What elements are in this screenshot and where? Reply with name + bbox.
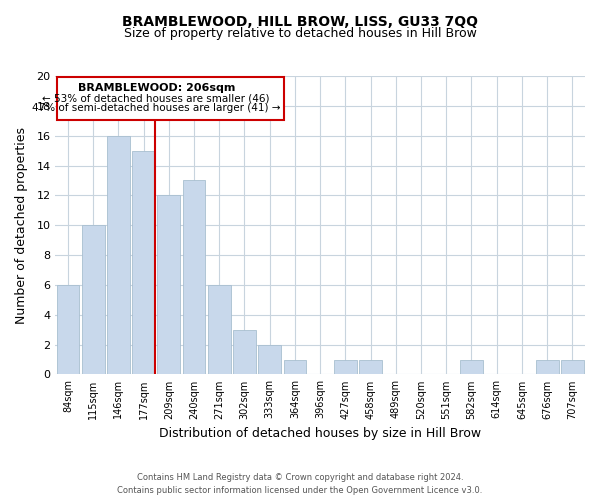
Text: BRAMBLEWOOD: 206sqm: BRAMBLEWOOD: 206sqm	[77, 84, 235, 94]
Bar	[56, 285, 79, 374]
Bar	[107, 136, 130, 374]
Bar	[284, 360, 306, 374]
Bar	[359, 360, 382, 374]
Bar	[561, 360, 584, 374]
Bar	[259, 344, 281, 374]
Bar	[208, 285, 230, 374]
Bar	[536, 360, 559, 374]
Bar	[334, 360, 357, 374]
Text: Contains public sector information licensed under the Open Government Licence v3: Contains public sector information licen…	[118, 486, 482, 495]
Bar	[157, 196, 180, 374]
Text: Size of property relative to detached houses in Hill Brow: Size of property relative to detached ho…	[124, 28, 476, 40]
Y-axis label: Number of detached properties: Number of detached properties	[15, 126, 28, 324]
Text: Contains HM Land Registry data © Crown copyright and database right 2024.: Contains HM Land Registry data © Crown c…	[137, 474, 463, 482]
Bar	[233, 330, 256, 374]
Bar	[82, 225, 104, 374]
Text: ← 53% of detached houses are smaller (46): ← 53% of detached houses are smaller (46…	[43, 94, 270, 104]
Text: 47% of semi-detached houses are larger (41) →: 47% of semi-detached houses are larger (…	[32, 103, 280, 113]
Bar	[132, 150, 155, 374]
FancyBboxPatch shape	[56, 78, 284, 120]
X-axis label: Distribution of detached houses by size in Hill Brow: Distribution of detached houses by size …	[159, 427, 481, 440]
Bar	[182, 180, 205, 374]
Text: BRAMBLEWOOD, HILL BROW, LISS, GU33 7QQ: BRAMBLEWOOD, HILL BROW, LISS, GU33 7QQ	[122, 15, 478, 29]
Bar	[460, 360, 483, 374]
